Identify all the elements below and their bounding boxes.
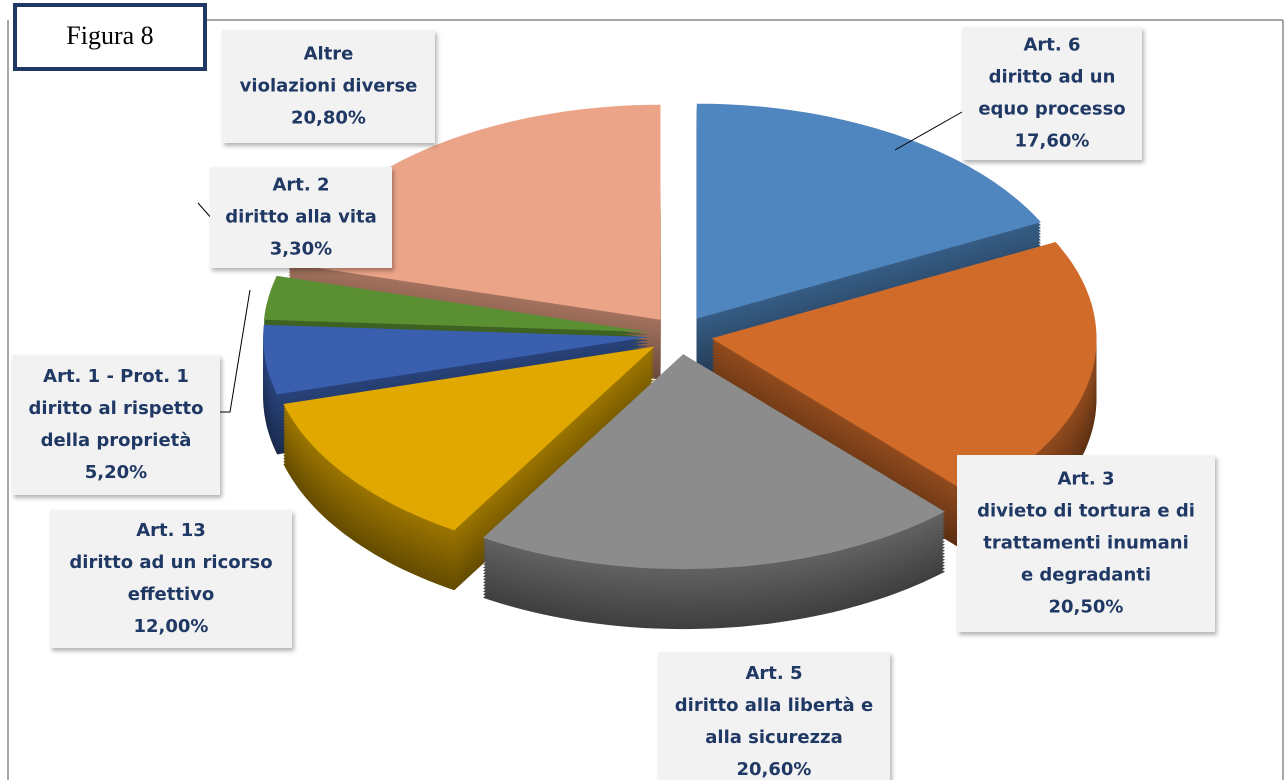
label-box [658,652,890,780]
value-label: 5,20% [85,462,147,483]
label-line: Art. 1 - Prot. 1 [43,366,189,387]
value-label: 20,60% [737,759,812,780]
caption: Figura 8 [66,21,153,50]
label-box [210,167,392,268]
label-line: Altre [304,44,354,65]
caption-box [13,3,207,71]
label-line: effettivo [128,584,214,605]
slice [264,275,649,332]
label-line: alla sicurezza [705,727,842,748]
label-box [962,27,1142,160]
label-line: violazioni diverse [240,76,418,97]
label-box [957,455,1215,632]
slice [263,324,649,395]
slice [283,346,655,531]
slice [483,354,945,570]
leader-line [894,111,963,151]
value-label: 12,00% [134,616,209,637]
label-line: diritto ad un [989,67,1116,88]
value-label: 20,50% [1049,597,1124,618]
label-line: equo processo [978,99,1125,120]
slice [711,242,1097,497]
label-line: e degradanti [1021,565,1151,586]
label-line: Art. 2 [272,175,329,196]
label-line: diritto alla libertà e [675,695,873,716]
value-label: 17,60% [1015,131,1090,152]
value-label: 3,30% [270,239,332,260]
value-label: 20,80% [291,108,366,129]
pie [263,103,1097,630]
label-line: Art. 6 [1023,35,1080,56]
label-line: Art. 3 [1057,469,1114,490]
label-line: diritto al rispetto [29,398,204,419]
label-line: divieto di tortura e di [977,501,1195,522]
label-line: diritto ad un ricorso [69,552,272,573]
label-line: Art. 13 [136,520,206,541]
leader-line [218,289,251,413]
labels: Art. 6 diritto ad un equo processo 17,60% Ar… [12,27,1215,780]
label-line: della proprietà [41,430,192,451]
label-box [222,30,435,143]
label-box [50,510,292,648]
label-line: Art. 5 [745,663,802,684]
label-box [12,355,220,495]
label-line: trattamenti inumani [983,533,1189,554]
label-line: diritto alla vita [225,207,377,228]
slice [696,103,1041,319]
